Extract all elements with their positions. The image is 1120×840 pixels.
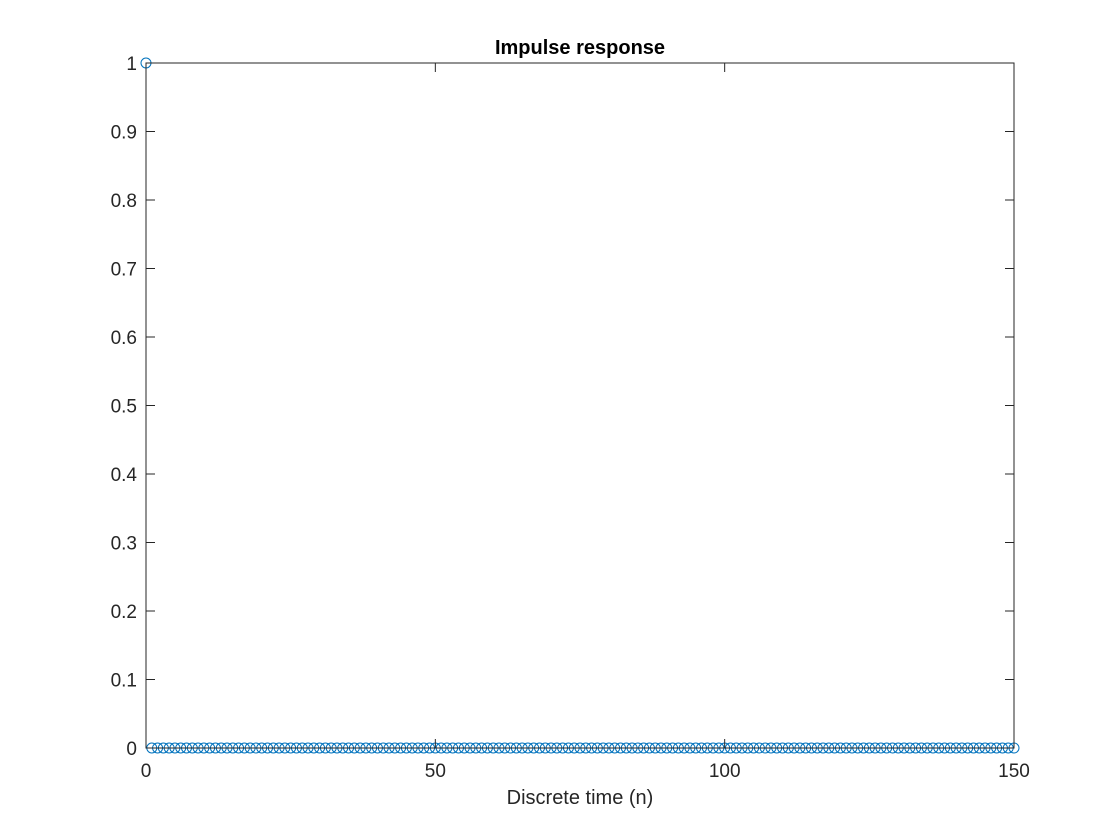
plot-area	[146, 63, 1014, 748]
x-tick-label: 50	[425, 761, 446, 782]
y-tick-label: 0.7	[111, 260, 137, 281]
x-tick-label: 150	[998, 761, 1030, 782]
x-tick-label: 100	[709, 761, 741, 782]
y-axis: 0 0.1 0.2 0.3 0.4 0.5 0.6 0.7 0.8 0.9 1	[111, 54, 1014, 760]
y-tick-label: 0.8	[111, 191, 137, 212]
y-tick-label: 0.2	[111, 602, 137, 623]
y-tick-label: 1	[126, 54, 137, 75]
chart-title: Impulse response	[495, 37, 665, 59]
x-tick-label: 0	[141, 761, 152, 782]
y-tick-label: 0.5	[111, 397, 137, 418]
y-tick-label: 0.9	[111, 123, 137, 144]
y-tick-label: 0.3	[111, 534, 137, 555]
y-tick-label: 0.6	[111, 328, 137, 349]
x-axis: 0 50 100 150	[141, 63, 1030, 782]
y-tick-label: 0	[126, 739, 137, 760]
y-tick-label: 0.1	[111, 671, 137, 692]
x-axis-label: Discrete time (n)	[507, 787, 654, 809]
y-tick-label: 0.4	[111, 465, 138, 486]
